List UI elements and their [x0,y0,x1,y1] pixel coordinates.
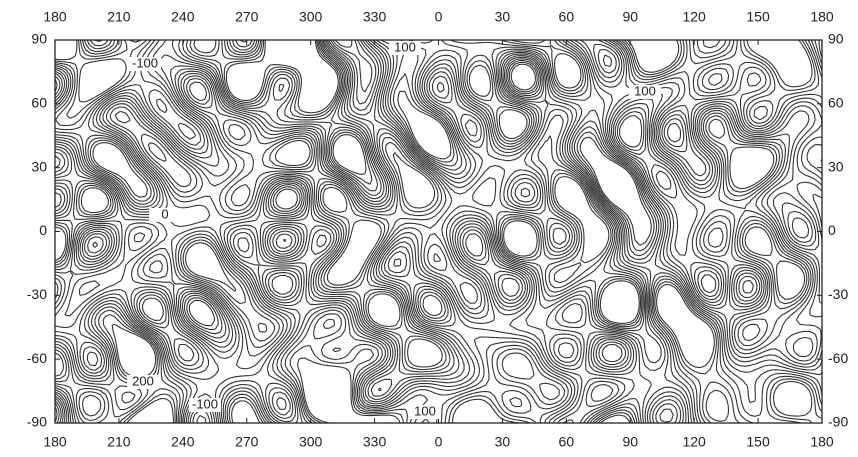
x-tick-label-top: 60 [559,9,575,25]
contour-label: 100 [634,83,656,98]
x-tick-label-bottom: 180 [43,434,67,450]
x-tick-label-top: 0 [435,9,443,25]
x-tick-label-top: 210 [107,9,131,25]
contour-label: 100 [394,39,416,54]
y-tick-label-right: -90 [828,414,848,430]
x-tick-label-bottom: 0 [435,434,443,450]
contour-label: -100 [192,396,218,411]
x-tick-label-bottom: 210 [107,434,131,450]
y-tick-label-left: 30 [31,158,47,174]
x-tick-label-bottom: 180 [810,434,834,450]
x-tick-label-bottom: 330 [363,434,387,450]
y-tick-label-left: 0 [39,222,47,238]
x-tick-label-top: 180 [810,9,834,25]
x-tick-label-bottom: 150 [746,434,770,450]
x-tick-label-top: 90 [622,9,638,25]
y-tick-label-left: 60 [31,95,47,111]
y-tick-label-right: 0 [828,222,836,238]
x-tick-label-bottom: 300 [299,434,323,450]
y-tick-label-left: -30 [27,286,47,302]
x-tick-label-bottom: 120 [682,434,706,450]
y-tick-label-right: 30 [828,158,844,174]
contour-label: 100 [414,403,436,418]
x-tick-label-top: 300 [299,9,323,25]
y-tick-label-right: 90 [828,31,844,47]
contour-map: 1801802102102402402702703003003303300030… [0,0,858,457]
x-tick-label-top: 150 [746,9,770,25]
x-tick-label-bottom: 60 [559,434,575,450]
x-tick-label-top: 30 [495,9,511,25]
x-tick-label-bottom: 240 [171,434,195,450]
y-tick-label-left: -60 [27,350,47,366]
y-tick-label-left: 90 [31,31,47,47]
y-tick-label-right: -30 [828,286,848,302]
x-tick-label-top: 180 [43,9,67,25]
contour-label: 0 [161,206,168,221]
contour-label: -100 [132,55,158,70]
x-tick-label-top: 240 [171,9,195,25]
x-tick-label-top: 330 [363,9,387,25]
y-tick-label-right: -60 [828,350,848,366]
x-tick-label-bottom: 30 [495,434,511,450]
y-tick-label-left: -90 [27,414,47,430]
x-tick-label-bottom: 90 [622,434,638,450]
y-tick-label-right: 60 [828,95,844,111]
x-tick-label-top: 120 [682,9,706,25]
x-tick-label-bottom: 270 [235,434,259,450]
x-tick-label-top: 270 [235,9,259,25]
contour-label: 200 [132,373,154,388]
